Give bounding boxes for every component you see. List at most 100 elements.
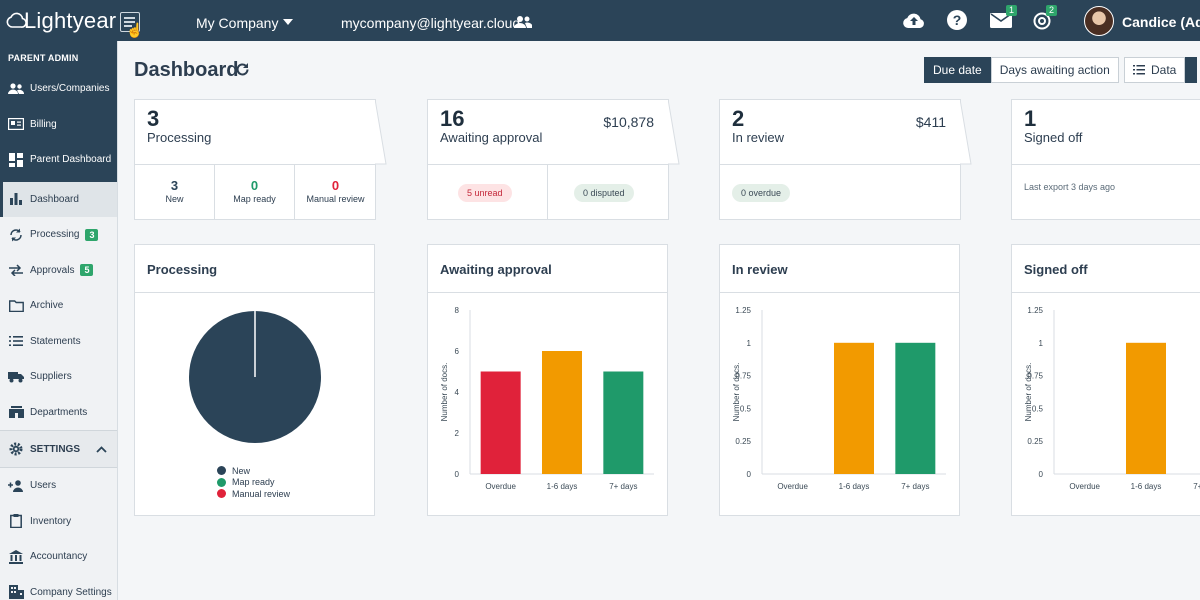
chart-title: Processing: [147, 262, 218, 277]
x-tick-label: Overdue: [1069, 482, 1100, 491]
awaiting-label: Awaiting approval: [440, 130, 543, 145]
x-tick-label: Overdue: [485, 482, 516, 491]
awaiting-approval-summary-card[interactable]: 16 Awaiting approval $10,878 5 unread 0 …: [427, 99, 669, 220]
dashboard-grid-icon: [8, 152, 24, 167]
awaiting-approval-chart-card: Awaiting approval 0 2 4 6 8 Number of docs. Ov…: [427, 244, 668, 516]
cloud-upload-icon[interactable]: [902, 11, 926, 29]
mention-icon[interactable]: [1033, 12, 1051, 30]
map-ready-label: Map ready: [233, 194, 276, 204]
card-arrow: [375, 99, 387, 165]
lightyear-logo[interactable]: Lightyear: [6, 6, 116, 36]
list-icon: [8, 334, 24, 348]
clipboard-icon: [8, 514, 24, 529]
help-icon[interactable]: ?: [947, 10, 967, 30]
sidebar-item-approvals[interactable]: Approvals 5: [0, 253, 117, 289]
sidebar-item-parent-dashboard[interactable]: Parent Dashboard: [0, 142, 117, 178]
sidebar-item-label: Dashboard: [30, 193, 79, 205]
legend-item-map-ready[interactable]: Map ready: [217, 477, 290, 489]
avatar[interactable]: [1084, 6, 1114, 36]
approvals-count-badge: 5: [80, 264, 94, 277]
x-tick-label: 7+ days: [609, 482, 637, 491]
legend-item-manual-review[interactable]: Manual review: [217, 488, 290, 500]
sidebar-item-accountancy[interactable]: Accountancy: [0, 539, 117, 575]
people-icon[interactable]: [514, 15, 532, 29]
y-tick-label: 1.25: [735, 306, 751, 315]
days-awaiting-action-button[interactable]: Days awaiting action: [990, 57, 1119, 83]
sidebar-item-billing[interactable]: Billing: [0, 107, 117, 143]
mail-icon[interactable]: [990, 13, 1012, 28]
legend-swatch: [217, 489, 226, 499]
map-ready-count: 0: [250, 178, 259, 193]
signed-off-bar-chart[interactable]: 0 0.25 0.5 0.75 1 1.25 Number of docs. Overdue 1…: [1012, 293, 1200, 515]
x-tick-label: 1-6 days: [839, 482, 870, 491]
sidebar-item-users[interactable]: Users: [0, 468, 117, 504]
chart-divider: [135, 292, 374, 293]
chart-divider: [1012, 292, 1200, 293]
data-view-button[interactable]: Data: [1124, 57, 1186, 83]
overdue-pill[interactable]: 0 overdue: [732, 184, 791, 202]
new-stat[interactable]: 3 New: [135, 164, 215, 220]
x-tick-label: 7+ days: [901, 482, 929, 491]
sidebar-item-statements[interactable]: Statements: [0, 324, 117, 360]
view-toggle: Data: [1124, 57, 1198, 83]
bar-overdue: [480, 371, 521, 474]
sidebar-item-dashboard[interactable]: Dashboard: [0, 181, 117, 217]
chart-title: In review: [732, 262, 788, 277]
y-tick-label: 8: [455, 306, 460, 315]
sidebar-item-archive[interactable]: Archive: [0, 288, 117, 324]
in-review-summary-card[interactable]: 2 In review $411 0 overdue: [719, 99, 961, 220]
legend-item-new[interactable]: New: [217, 465, 290, 477]
y-axis-label: Number of docs.: [1024, 363, 1033, 422]
sidebar-item-label: Departments: [30, 406, 88, 418]
new-count: 3: [170, 178, 179, 193]
unread-cell: [428, 164, 548, 220]
y-tick-label: 6: [455, 347, 460, 356]
y-tick-label: 0.75: [1027, 372, 1043, 381]
chart-view-button[interactable]: [1185, 57, 1198, 83]
in-review-chart-card: In review 0 0.25 0.5 0.75 1 1.25 Number of doc…: [719, 244, 960, 516]
user-name[interactable]: Candice (Adm: [1122, 14, 1200, 30]
settings-section-toggle[interactable]: SETTINGS: [0, 430, 117, 468]
manual-review-stat[interactable]: 0 Manual review: [295, 164, 376, 220]
y-tick-label: 0: [1039, 470, 1044, 479]
sidebar: PARENT ADMIN Users/Companies Billing Par…: [0, 41, 118, 600]
sidebar-item-suppliers[interactable]: Suppliers: [0, 359, 117, 395]
menu-toggle-button[interactable]: [120, 12, 140, 32]
x-tick-label: 1-6 days: [1131, 482, 1162, 491]
in-review-label: In review: [732, 130, 785, 145]
y-tick-label: 0.75: [735, 372, 751, 381]
unread-pill[interactable]: 5 unread: [458, 184, 512, 202]
add-user-icon: [8, 479, 24, 493]
processing-summary-card[interactable]: 3 Processing 3 New 0 Map ready 0 Manual …: [134, 99, 376, 220]
x-tick-label: 1-6 days: [547, 482, 578, 491]
last-export-note: Last export 3 days ago: [1024, 182, 1116, 192]
in-review-bar-chart[interactable]: 0 0.25 0.5 0.75 1 1.25 Number of docs. Overdue 1…: [720, 293, 961, 515]
awaiting-approval-bar-chart[interactable]: 0 2 4 6 8 Number of docs. Overdue 1-6 days 7+ da…: [428, 293, 669, 515]
chevron-down-icon[interactable]: [283, 19, 293, 25]
processing-pie-chart[interactable]: [135, 293, 376, 463]
signed-off-summary-card[interactable]: 1 Signed off Last export 3 days ago: [1011, 99, 1200, 220]
chart-title: Signed off: [1024, 262, 1088, 277]
x-tick-label: Overdue: [777, 482, 808, 491]
card-divider: [428, 164, 668, 165]
sidebar-item-processing[interactable]: Processing 3: [0, 217, 117, 253]
sidebar-item-label: Inventory: [30, 515, 72, 527]
disputed-pill[interactable]: 0 disputed: [574, 184, 634, 202]
sidebar-item-departments[interactable]: Departments: [0, 395, 117, 431]
mail-badge: 1: [1006, 5, 1018, 16]
refresh-icon[interactable]: [235, 62, 250, 77]
sidebar-item-users-companies[interactable]: Users/Companies: [0, 71, 117, 107]
new-label: New: [165, 194, 184, 204]
sidebar-item-company-settings[interactable]: Company Settings: [0, 575, 117, 600]
bar-7+-days: [603, 371, 644, 474]
company-selector[interactable]: My Company: [196, 15, 279, 31]
chevron-up-icon[interactable]: [96, 445, 107, 453]
sync-icon: [8, 228, 24, 242]
due-date-button[interactable]: Due date: [924, 57, 991, 83]
swap-icon: [8, 263, 24, 277]
sidebar-item-inventory[interactable]: Inventory: [0, 504, 117, 540]
in-review-amount: $411: [915, 114, 946, 130]
awaiting-amount: $10,878: [603, 114, 654, 130]
map-ready-stat[interactable]: 0 Map ready: [215, 164, 295, 220]
top-bar: Lightyear ☝ My Company mycompany@lightye…: [0, 0, 1200, 41]
